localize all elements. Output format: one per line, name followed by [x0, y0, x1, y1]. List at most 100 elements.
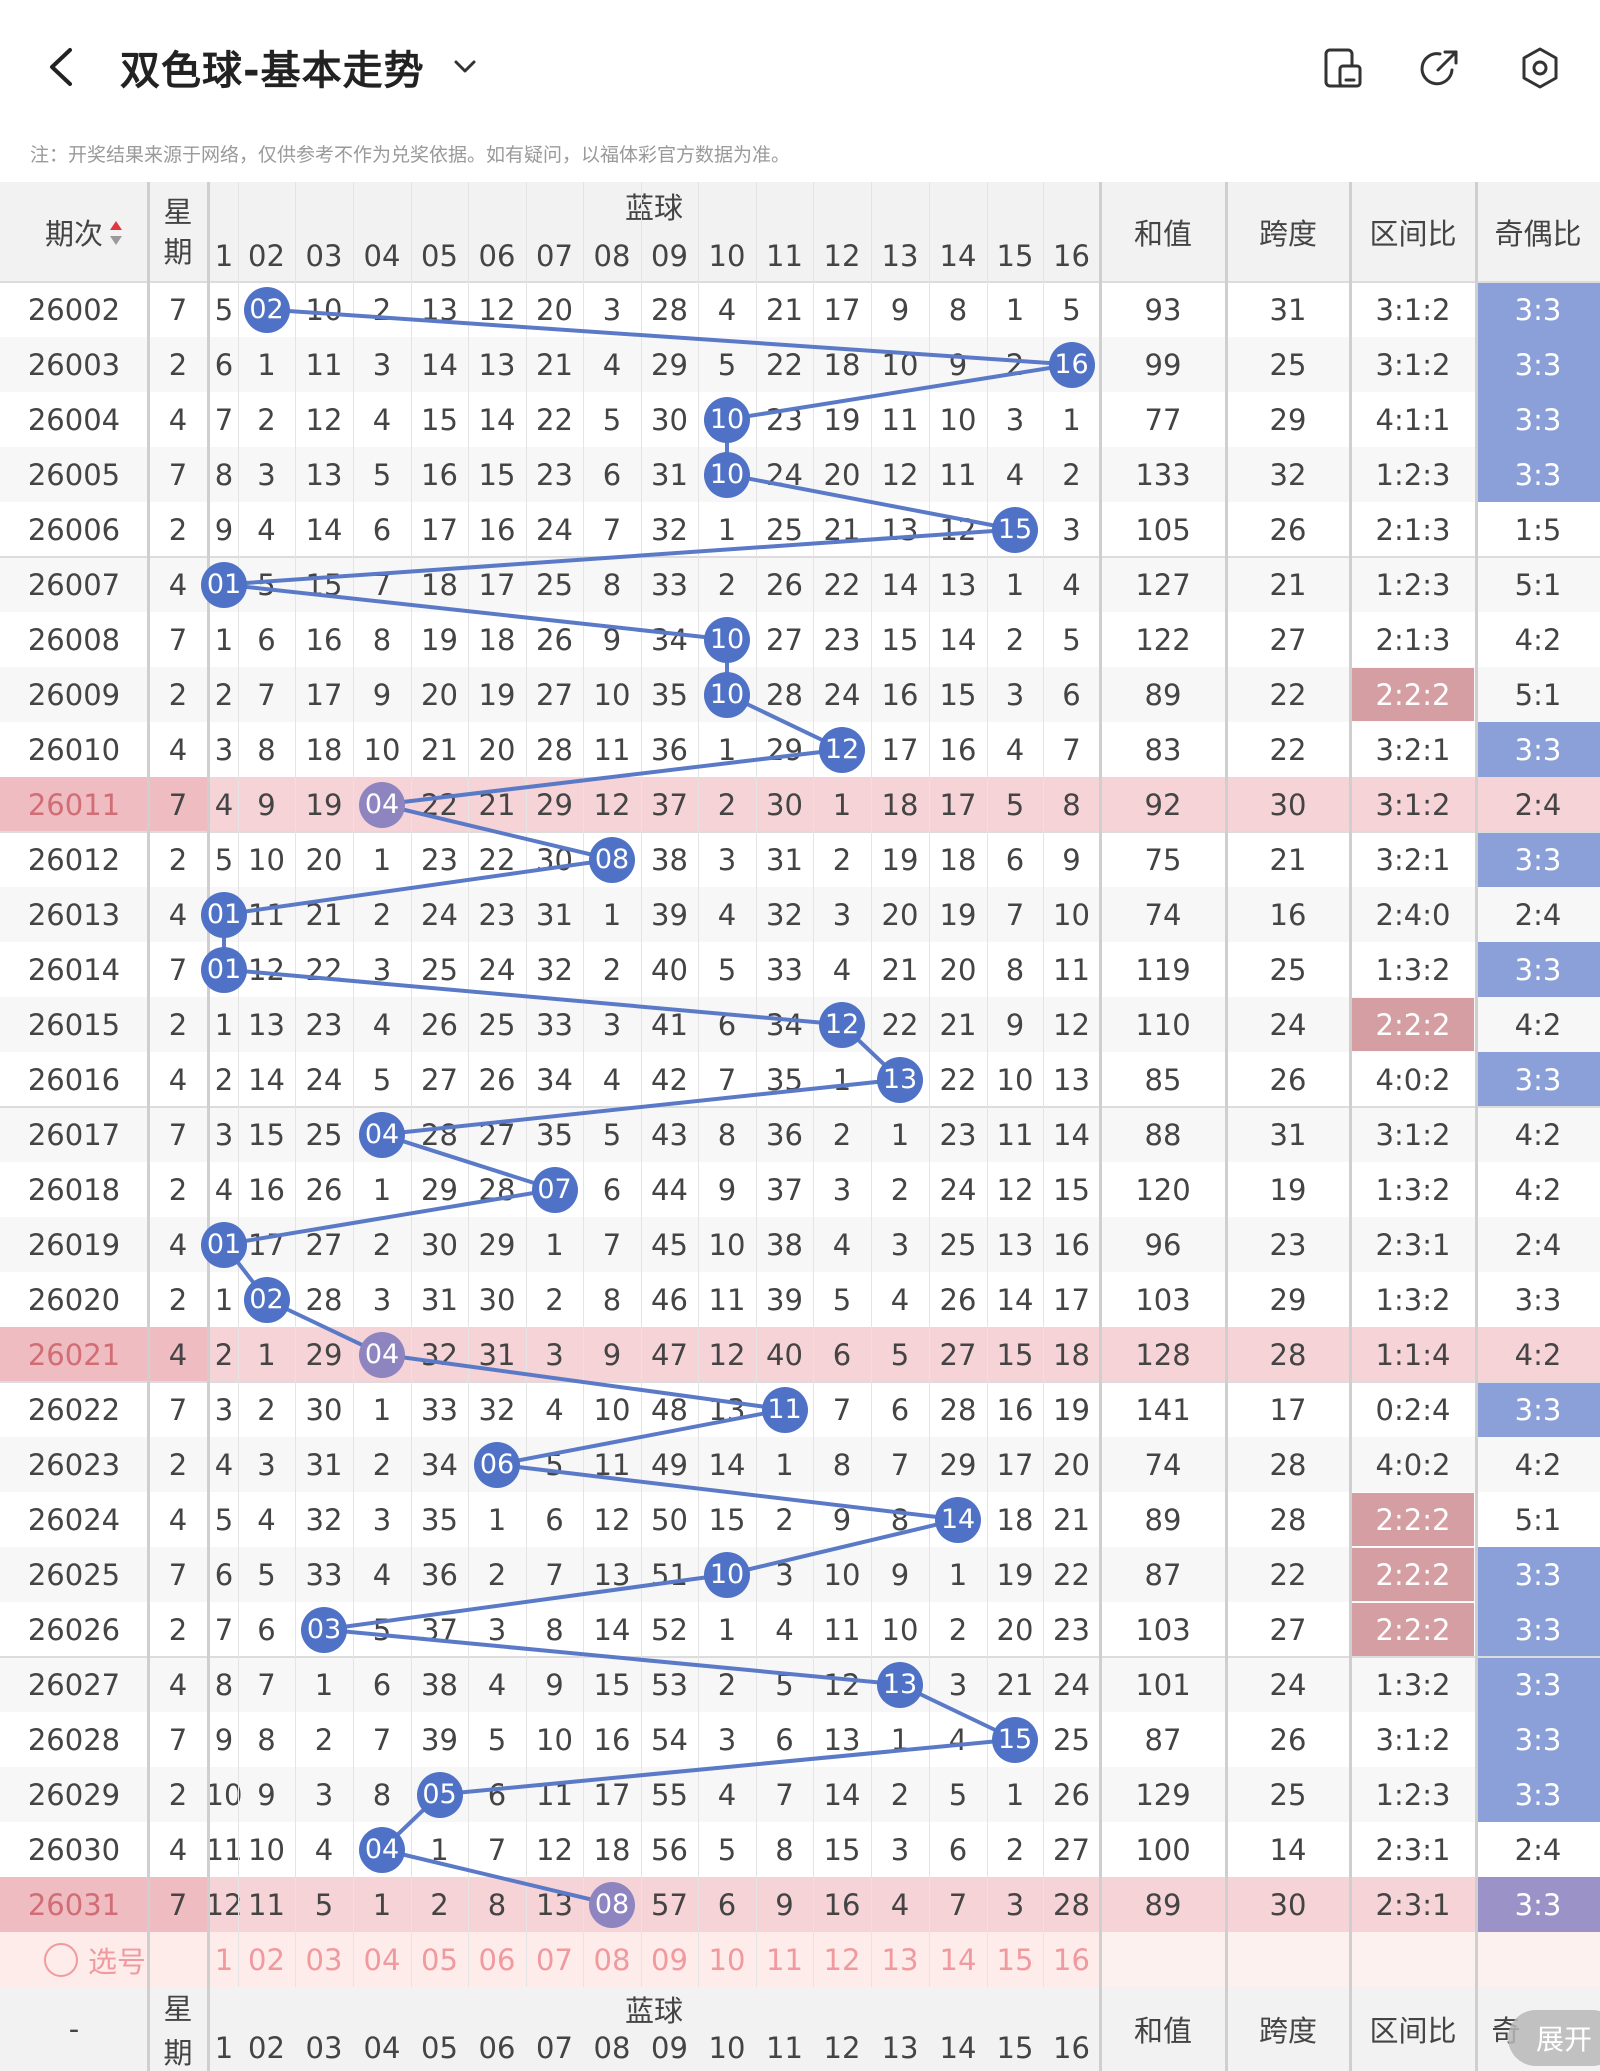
omission-cell: 38 — [766, 1227, 803, 1262]
omission-cell: 42 — [651, 1062, 688, 1097]
omission-cell: 46 — [651, 1282, 688, 1317]
omission-cell: 4 — [214, 1447, 234, 1482]
pick-number-button[interactable]: 选号 — [44, 1932, 164, 1987]
pick-number[interactable]: 13 — [881, 1942, 919, 1977]
header-blue-number[interactable]: 15 — [996, 239, 1034, 273]
header-period[interactable]: 期次 — [44, 217, 103, 251]
header-blue-number[interactable]: 13 — [881, 239, 919, 273]
omission-cell: 4 — [545, 1392, 564, 1427]
header-blue-number[interactable]: 11 — [766, 239, 803, 273]
pick-number[interactable]: 09 — [651, 1942, 688, 1977]
column-divider — [1475, 182, 1478, 1987]
omission-cell: 4 — [1005, 457, 1025, 492]
zone-ratio-cell: 2:2:2 — [1352, 1493, 1474, 1546]
omission-cell: 4 — [257, 512, 276, 547]
header-blue-number[interactable]: 07 — [536, 239, 573, 273]
pick-number[interactable]: 15 — [996, 1942, 1034, 1977]
pick-number[interactable]: 14 — [939, 1942, 977, 1977]
omission-cell: 7 — [257, 677, 276, 712]
share-button[interactable] — [1416, 44, 1464, 92]
omission-cell: 9 — [890, 1557, 910, 1592]
blue-column-divider — [756, 182, 757, 1987]
sum-cell: 122 — [1135, 622, 1191, 657]
omission-cell: 50 — [651, 1502, 688, 1537]
header-blue-number[interactable]: 05 — [421, 239, 458, 273]
header-blue-number[interactable]: 10 — [708, 239, 746, 273]
header-blue-number[interactable]: 12 — [823, 239, 861, 273]
sort-icon[interactable] — [108, 218, 124, 248]
header-blue-number[interactable]: 14 — [939, 239, 977, 273]
omission-cell: 5 — [948, 1777, 968, 1812]
omission-cell: 28 — [305, 1282, 343, 1317]
omission-cell: 12 — [478, 292, 516, 327]
title-dropdown-button[interactable] — [448, 52, 482, 82]
omission-cell: 7 — [257, 1667, 276, 1702]
header-blue-number[interactable]: 03 — [305, 239, 343, 273]
omission-cell: 1 — [214, 622, 234, 657]
header-blue-number[interactable]: 02 — [248, 239, 285, 273]
omission-cell: 2 — [775, 1502, 794, 1537]
omission-cell: 1 — [372, 1172, 392, 1207]
blue-ball-drawn: 02 — [243, 286, 290, 333]
blue-ball-drawn: 10 — [704, 616, 750, 663]
pick-number[interactable]: 1 — [214, 1942, 234, 1977]
pick-number[interactable]: 03 — [305, 1942, 343, 1977]
pick-number[interactable]: 02 — [248, 1942, 285, 1977]
expand-button[interactable]: 展开 — [1508, 2010, 1600, 2066]
odd-even-cell: 2:4 — [1514, 897, 1562, 932]
omission-cell: 13 — [1053, 1062, 1090, 1097]
pick-number[interactable]: 06 — [478, 1942, 516, 1977]
omission-cell: 1 — [717, 1612, 737, 1647]
header-blue-number[interactable]: 06 — [478, 239, 516, 273]
omission-cell: 11 — [205, 1832, 243, 1867]
omission-cell: 4 — [1005, 732, 1025, 767]
omission-cell: 10 — [593, 1392, 631, 1427]
omission-cell: 3 — [1005, 402, 1025, 437]
pick-number[interactable]: 07 — [536, 1942, 573, 1977]
omission-cell: 25 — [536, 567, 573, 602]
omission-cell: 14 — [881, 567, 919, 602]
zone-ratio-cell: 1:1:4 — [1375, 1337, 1451, 1372]
omission-cell: 5 — [717, 347, 737, 382]
omission-cell: 2 — [890, 1777, 910, 1812]
omission-cell: 17 — [305, 677, 343, 712]
header-blue-number[interactable]: 08 — [593, 239, 631, 273]
pick-number[interactable]: 04 — [363, 1942, 401, 1977]
back-button[interactable] — [40, 40, 84, 94]
span-cell: 25 — [1269, 952, 1307, 987]
sum-cell: 133 — [1135, 457, 1191, 492]
omission-cell: 3 — [314, 1777, 334, 1812]
pick-number[interactable]: 12 — [823, 1942, 861, 1977]
header-blue-number[interactable]: 16 — [1053, 239, 1090, 273]
span-cell: 23 — [1269, 1227, 1307, 1262]
omission-cell: 3 — [372, 347, 392, 382]
footer-column-divider — [1099, 1987, 1102, 2071]
omission-cell: 22 — [305, 952, 343, 987]
settings-button[interactable] — [1516, 44, 1564, 92]
pick-number[interactable]: 10 — [708, 1942, 746, 1977]
odd-even-cell: 4:2 — [1514, 1447, 1562, 1482]
odd-even-cell: 3:3 — [1476, 1602, 1600, 1657]
header-blue-number[interactable]: 09 — [651, 239, 688, 273]
span-cell: 31 — [1269, 292, 1307, 327]
omission-cell: 30 — [536, 842, 573, 877]
omission-cell: 17 — [478, 567, 516, 602]
omission-cell: 7 — [717, 1062, 737, 1097]
pick-number[interactable]: 16 — [1053, 1942, 1090, 1977]
pick-number[interactable]: 05 — [421, 1942, 458, 1977]
omission-cell: 6 — [372, 1667, 392, 1702]
omission-cell: 11 — [881, 402, 919, 437]
period-cell: 26013 — [27, 897, 121, 932]
footer-blue-number: 09 — [651, 2031, 688, 2065]
sum-cell: 74 — [1144, 897, 1182, 932]
omission-cell: 26 — [766, 567, 803, 602]
layout-toggle-button[interactable] — [1318, 44, 1366, 92]
pick-number[interactable]: 11 — [766, 1942, 803, 1977]
tablet-layout-icon — [1324, 48, 1362, 88]
header-blue-number[interactable]: 04 — [363, 239, 401, 273]
header-blue-number[interactable]: 1 — [214, 239, 234, 273]
page-title[interactable]: 双色球-基本走势 — [120, 48, 425, 94]
odd-even-cell: 4:2 — [1514, 1337, 1562, 1372]
omission-cell: 22 — [823, 567, 861, 602]
pick-number[interactable]: 08 — [593, 1942, 631, 1977]
